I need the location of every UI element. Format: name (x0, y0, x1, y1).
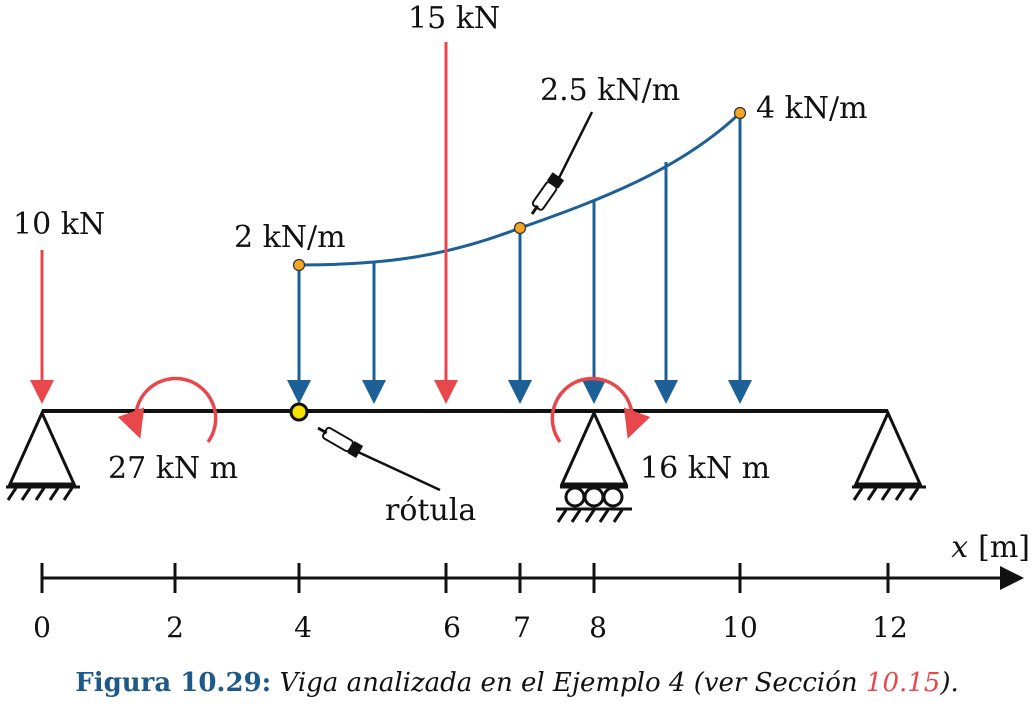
tick-label-12: 12 (872, 611, 908, 644)
axis-title: x [m] (951, 530, 1030, 565)
caption-section-link[interactable]: 10.15 (865, 668, 941, 698)
pointing-hand-icon-hinge (317, 426, 364, 459)
caption-text: Viga analizada en el Ejemplo 4 (ver Secc… (279, 668, 866, 698)
x-axis-ticks (40, 563, 890, 593)
curve-marker-end (733, 106, 747, 120)
point-load-center-label: 15 kN (408, 1, 500, 36)
tick-label-4: 4 (294, 611, 312, 644)
moment-right-label: 16 kN m (640, 451, 770, 486)
curve-marker-mid (513, 221, 527, 235)
hinge-icon (289, 402, 309, 422)
caption-label: Figura 10.29: (75, 668, 272, 698)
dist-end-label: 4 kN/m (756, 91, 868, 126)
middle-roller-support (556, 409, 632, 523)
tick-label-0: 0 (33, 611, 51, 644)
figure-caption: Figura 10.29: Viga analizada en el Ejemp… (0, 668, 1034, 698)
axis-unit: [m] (978, 530, 1030, 565)
dist-start-label: 2 kN/m (234, 220, 346, 255)
right-pin-support (852, 409, 926, 501)
hinge-label: rótula (385, 493, 476, 528)
left-pin-support (6, 409, 80, 501)
point-load-left-label: 10 kN (13, 207, 105, 242)
dist-mid-label: 2.5 kN/m (540, 73, 680, 108)
tick-label-10: 10 (722, 611, 758, 644)
hinge-leader-line (357, 450, 441, 492)
pointing-hand-icon-curve (530, 172, 565, 215)
tick-label-6: 6 (443, 611, 461, 644)
curve-leader-line (555, 111, 594, 183)
distributed-load-arrows (287, 113, 752, 404)
tick-label-8: 8 (589, 611, 607, 644)
tick-label-2: 2 (166, 611, 184, 644)
moment-16-arc (550, 376, 651, 444)
caption-end: ). (940, 668, 959, 698)
tick-label-7: 7 (513, 611, 531, 644)
axis-variable: x (951, 530, 968, 565)
moment-left-label: 27 kN m (108, 451, 238, 486)
curve-marker-start (292, 258, 306, 272)
moment-27-arc (117, 376, 218, 444)
